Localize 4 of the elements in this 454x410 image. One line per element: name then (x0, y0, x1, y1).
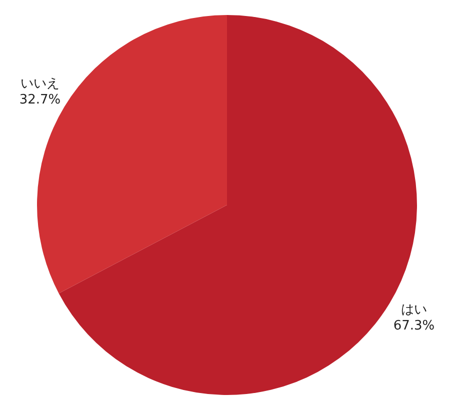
slice-label: はい (401, 302, 428, 318)
data-label: 67.3% (393, 318, 435, 334)
slice-label: いいえ (20, 76, 60, 92)
data-label: 32.7% (19, 92, 61, 108)
